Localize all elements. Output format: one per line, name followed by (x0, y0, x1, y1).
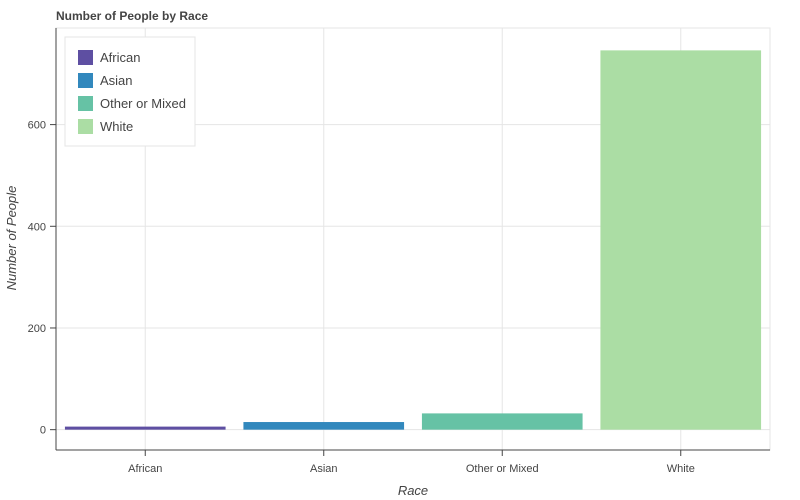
legend-swatch (78, 96, 93, 111)
bar (243, 422, 405, 430)
axes (55, 28, 770, 451)
legend-swatch (78, 50, 93, 65)
x-axis-label: Race (398, 483, 428, 498)
bar (64, 426, 226, 430)
chart-title: Number of People by Race (56, 9, 208, 23)
y-tick-label: 0 (40, 425, 46, 437)
x-tick-label: White (667, 463, 695, 475)
bars (64, 50, 762, 430)
y-axis-label: Number of People (4, 186, 19, 291)
y-ticks: 0 200 400 600 (28, 120, 56, 437)
legend-label: White (100, 119, 133, 134)
x-tick-label: Asian (310, 463, 338, 475)
x-tick-label: African (128, 463, 162, 475)
x-ticks: African Asian Other or Mixed White (128, 450, 695, 475)
x-tick-label: Other or Mixed (466, 463, 539, 475)
legend-label: Asian (100, 73, 133, 88)
bar (600, 50, 762, 430)
bar (421, 413, 583, 430)
legend-swatch (78, 119, 93, 134)
y-tick-label: 600 (28, 120, 46, 132)
legend-label: African (100, 50, 140, 65)
y-tick-label: 400 (28, 221, 46, 233)
legend-swatch (78, 73, 93, 88)
legend: African Asian Other or Mixed White (64, 36, 196, 147)
y-tick-label: 200 (28, 323, 46, 335)
legend-label: Other or Mixed (100, 96, 186, 111)
